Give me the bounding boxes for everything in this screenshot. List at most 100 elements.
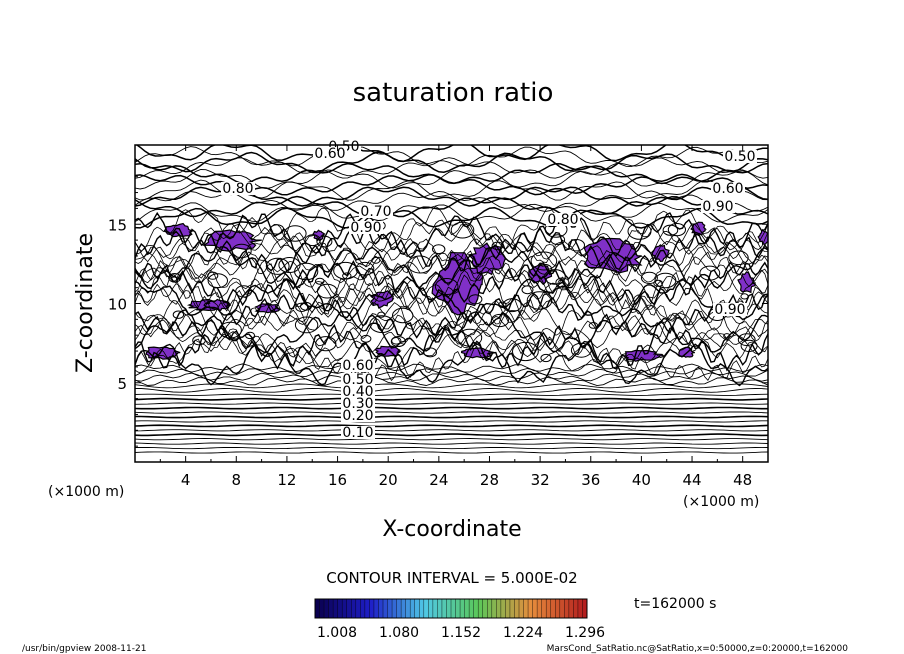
time-label: t=162000 s [634, 596, 716, 612]
contour-label: 0.60 [712, 181, 743, 197]
contour-cell [294, 316, 319, 334]
y-tick-label: 15 [108, 216, 127, 234]
colorbar-tick-label: 1.080 [379, 625, 419, 641]
contour-cell [568, 239, 585, 252]
contour-cell [512, 341, 539, 362]
contour-cell [540, 353, 552, 363]
footer-left: /usr/bin/gpview 2008-11-21 [22, 644, 146, 654]
colorbar-cell [482, 599, 488, 618]
contour-cell [728, 250, 749, 266]
contour-cell [168, 273, 182, 283]
contour-line [135, 206, 768, 229]
supersaturation-region [757, 228, 768, 245]
contour-label-bg [713, 303, 747, 316]
contour-label: 0.60 [342, 358, 373, 374]
contour-line [135, 429, 768, 432]
contour-line [135, 303, 768, 349]
colorbar-cell [528, 599, 533, 618]
contour-line [135, 340, 768, 387]
colorbar-cell [478, 599, 484, 618]
contour-cell [377, 311, 386, 318]
contour-cell [740, 339, 758, 352]
colorbar-cell [577, 599, 583, 618]
contour-cell [544, 269, 566, 285]
colorbar-cell [437, 599, 443, 618]
colorbar-cell [355, 599, 361, 618]
contour-label-bg [723, 150, 757, 163]
colorbar-cell [319, 599, 325, 618]
supersaturation-region [737, 271, 756, 294]
plot-area: 0.600.500.400.300.200.100.500.600.800.70… [108, 139, 769, 489]
contour-line [135, 335, 768, 382]
y-tick-label: 5 [117, 375, 127, 393]
colorbar-cell [419, 599, 425, 618]
colorbar-cell [532, 599, 538, 618]
colorbar-cell [428, 599, 434, 618]
contour-label-bg [349, 221, 383, 234]
contour-line [135, 195, 768, 218]
contour-cell [231, 243, 252, 259]
contour-line [135, 451, 768, 454]
contour-label: 0.80 [222, 181, 253, 197]
colorbar-cell [550, 599, 556, 618]
contour-line [135, 372, 768, 382]
contour-cell [300, 301, 312, 311]
footer-right: MarsCond_SatRatio.nc@SatRatio,x=0:50000,… [547, 644, 849, 654]
contour-cell [218, 321, 242, 339]
colorbar-cell [364, 599, 370, 618]
x-tick-label: 8 [232, 471, 242, 489]
contour-line [135, 433, 768, 437]
contour-cell [269, 224, 285, 235]
contour-cell [342, 272, 352, 280]
contour-labels: 0.600.500.400.300.200.100.500.600.800.70… [221, 139, 757, 441]
colorbar-cell [573, 599, 579, 618]
contour-label: 0.30 [342, 396, 373, 412]
contour-cell [640, 271, 658, 284]
contour-line [135, 270, 768, 317]
contour-label: 0.70 [360, 204, 391, 220]
contour-label: 0.20 [342, 408, 373, 424]
contour-line [135, 376, 768, 387]
supersaturation-region [460, 347, 495, 359]
colorbar-cell [496, 599, 502, 618]
colorbar-cell [324, 599, 329, 618]
contour-cell [654, 272, 677, 289]
contour-cell [265, 257, 290, 275]
contour-cell [667, 223, 687, 237]
contour-label: 0.40 [342, 384, 373, 400]
contour-cell [245, 331, 255, 340]
contour-cell [432, 244, 446, 255]
colorbar-cell [337, 599, 343, 618]
colorbar-cell [410, 599, 416, 618]
contour-cell [457, 328, 483, 347]
contour-label-bg [701, 200, 735, 213]
x-tick-label: 40 [632, 471, 651, 489]
contour-cell [333, 261, 358, 280]
colorbar-cell [582, 599, 588, 618]
contour-line [135, 438, 768, 441]
contour-label: 0.50 [342, 372, 373, 388]
colorbar-cell [559, 599, 565, 618]
contour-line [135, 146, 768, 168]
contour-label-bg [313, 147, 347, 160]
colorbar-cell [315, 599, 320, 618]
colorbar-cell [387, 599, 393, 618]
colorbar-cell [487, 599, 493, 618]
colorbar-cell [446, 599, 452, 618]
colorbar-cell [342, 599, 348, 618]
contour-cell [662, 224, 679, 236]
contour-line [135, 383, 768, 389]
contour-line [135, 308, 768, 354]
supersaturation-region [312, 229, 326, 242]
colorbar-cell [432, 599, 438, 618]
contour-line [135, 319, 768, 365]
contour-label: 0.90 [350, 220, 381, 236]
contour-line [135, 442, 768, 445]
colorbar-cell [328, 599, 334, 618]
colorbar-tick-label: 1.296 [565, 625, 605, 641]
colorbar-cell [555, 599, 561, 618]
contour-cell [434, 278, 459, 295]
colorbar-frame [314, 598, 588, 619]
colorbar-cell [455, 599, 461, 618]
colorbar-tick-label: 1.224 [503, 625, 543, 641]
